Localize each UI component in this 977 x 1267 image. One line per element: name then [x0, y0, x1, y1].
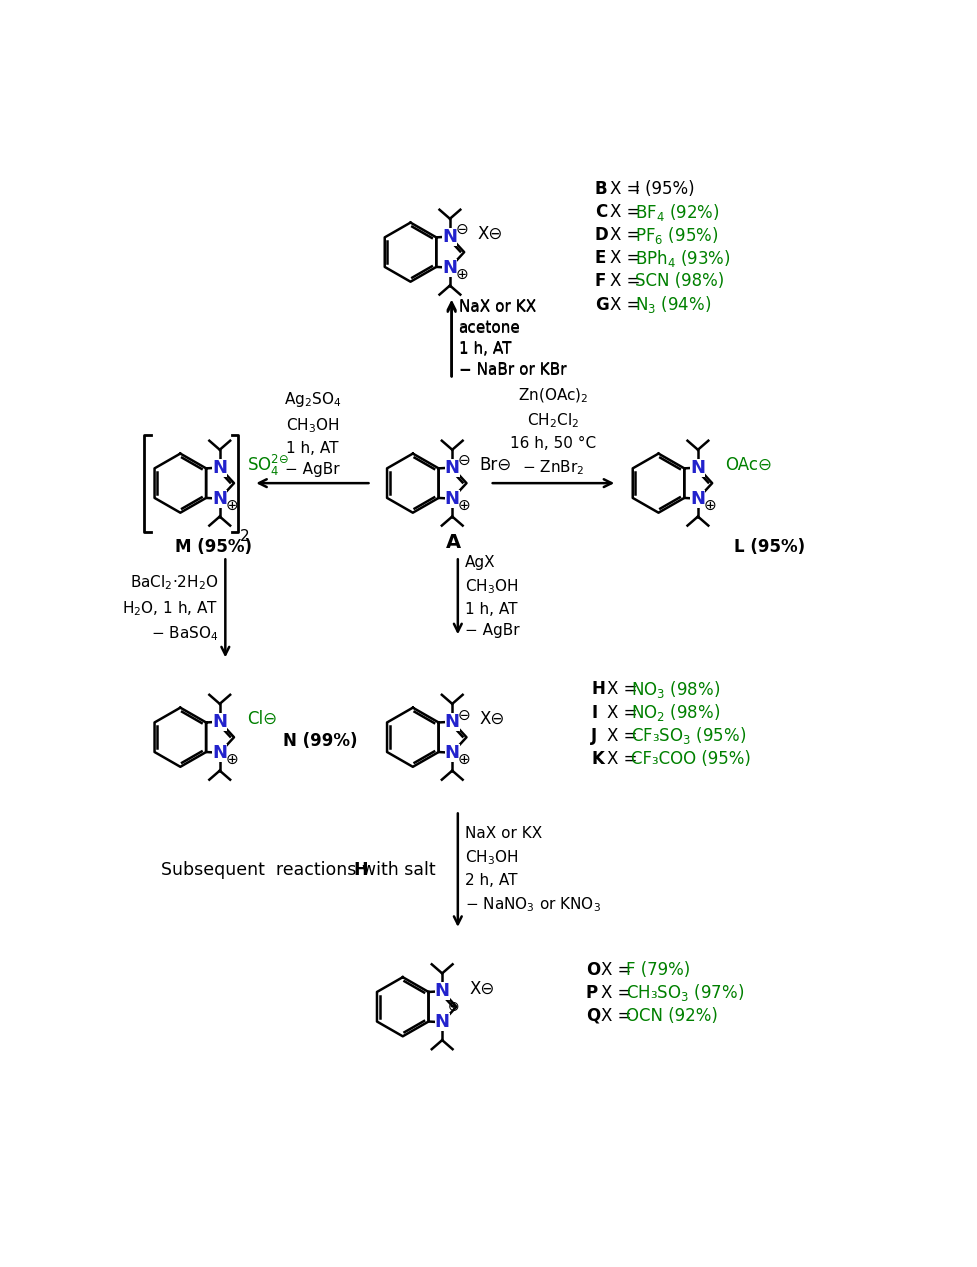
Text: ⊕: ⊕ [225, 498, 237, 513]
Text: H: H [353, 862, 367, 879]
Text: X⊖: X⊖ [469, 979, 494, 997]
Text: N: N [434, 1014, 449, 1031]
Text: X =: X = [610, 272, 646, 290]
Text: F: F [594, 272, 606, 290]
Text: J: J [590, 727, 597, 745]
Text: X⊖: X⊖ [479, 711, 504, 729]
Text: N: N [445, 713, 459, 731]
Text: N: N [212, 489, 227, 508]
Text: X⊖: X⊖ [477, 226, 502, 243]
Text: X =: X = [601, 1007, 636, 1025]
Text: ⊕: ⊕ [457, 753, 470, 767]
Text: N: N [212, 713, 227, 731]
Text: N: N [212, 744, 227, 761]
Text: NO$_{3}$ (98%): NO$_{3}$ (98%) [631, 679, 720, 699]
Text: BPh$_{4}$ (93%): BPh$_{4}$ (93%) [635, 248, 731, 269]
Text: SO$_4^{2⊖}$: SO$_4^{2⊖}$ [247, 452, 288, 478]
Text: Q: Q [585, 1007, 599, 1025]
Text: X =: X = [610, 250, 646, 267]
Text: X =: X = [601, 960, 636, 979]
Text: P: P [585, 984, 597, 1002]
Text: OCN (92%): OCN (92%) [625, 1007, 717, 1025]
Text: F (79%): F (79%) [625, 960, 690, 979]
Text: I (95%): I (95%) [635, 180, 695, 198]
Text: CF₃COO (95%): CF₃COO (95%) [631, 750, 750, 768]
Text: ⊕: ⊕ [455, 267, 468, 283]
Text: ⊕: ⊕ [457, 498, 470, 513]
Text: NaX or KX
acetone
1 h, AT
− NaBr or KBr: NaX or KX acetone 1 h, AT − NaBr or KBr [458, 300, 566, 378]
Text: X =: X = [606, 680, 642, 698]
Text: N (99%): N (99%) [283, 732, 358, 750]
Text: N: N [442, 228, 457, 246]
Text: L (95%): L (95%) [734, 538, 805, 556]
Text: NaX or KX
CH$_3$OH
2 h, AT
− NaNO$_3$ or KNO$_3$: NaX or KX CH$_3$OH 2 h, AT − NaNO$_3$ or… [464, 826, 600, 914]
Text: ⊕: ⊕ [225, 753, 237, 767]
Text: PF$_{6}$ (95%): PF$_{6}$ (95%) [635, 224, 718, 246]
Text: OAc⊖: OAc⊖ [725, 456, 771, 474]
Text: N: N [690, 489, 704, 508]
Text: O: O [585, 960, 599, 979]
Text: NO$_{2}$ (98%): NO$_{2}$ (98%) [631, 702, 720, 723]
Text: X =: X = [610, 295, 646, 313]
Text: X =: X = [610, 227, 646, 245]
Text: ⊕: ⊕ [447, 1000, 458, 1014]
Text: AgX
CH$_3$OH
1 h, AT
− AgBr: AgX CH$_3$OH 1 h, AT − AgBr [464, 555, 519, 639]
Text: I: I [590, 703, 597, 722]
Text: Subsequent  reactions with salt: Subsequent reactions with salt [161, 862, 441, 879]
Text: BF$_{4}$ (92%): BF$_{4}$ (92%) [635, 201, 719, 223]
Text: H: H [590, 680, 605, 698]
Text: Ag$_2$SO$_4$
CH$_3$OH
1 h, AT
− AgBr: Ag$_2$SO$_4$ CH$_3$OH 1 h, AT − AgBr [283, 390, 341, 476]
Text: X =: X = [610, 203, 646, 222]
Text: X =: X = [610, 180, 646, 198]
Text: K: K [590, 750, 604, 768]
Text: C: C [594, 203, 607, 222]
Text: B: B [594, 180, 607, 198]
Text: N: N [445, 459, 459, 476]
Text: Zn(OAc)$_2$
CH$_2$Cl$_2$
16 h, 50 °C
− ZnBr$_2$: Zn(OAc)$_2$ CH$_2$Cl$_2$ 16 h, 50 °C − Z… [510, 386, 596, 476]
Text: CH₃SO$_{3}$ (97%): CH₃SO$_{3}$ (97%) [625, 982, 743, 1003]
Text: G: G [594, 295, 608, 313]
Text: ⊖: ⊖ [457, 454, 470, 469]
Text: X =: X = [601, 984, 636, 1002]
Text: CF₃SO$_{3}$ (95%): CF₃SO$_{3}$ (95%) [631, 725, 746, 746]
Text: X =: X = [606, 750, 642, 768]
Text: Br⊖: Br⊖ [479, 456, 511, 474]
Text: A: A [446, 533, 461, 552]
Text: 2: 2 [239, 528, 249, 544]
Text: Cl⊖: Cl⊖ [247, 711, 276, 729]
Text: N$_{3}$ (94%): N$_{3}$ (94%) [635, 294, 711, 315]
Text: N: N [445, 489, 459, 508]
Text: N: N [690, 459, 704, 476]
Text: N: N [442, 258, 457, 276]
Text: ⊕: ⊕ [702, 498, 715, 513]
Text: E: E [594, 250, 606, 267]
Text: N: N [445, 744, 459, 761]
Text: N: N [212, 459, 227, 476]
Text: ⊖: ⊖ [457, 707, 470, 722]
Text: NaX or KX
acetone
1 h, AT
− NaBr or KBr: NaX or KX acetone 1 h, AT − NaBr or KBr [458, 299, 566, 378]
Text: D: D [594, 227, 608, 245]
Text: N: N [434, 982, 449, 1000]
Text: M (95%): M (95%) [175, 538, 252, 556]
Text: BaCl$_2·2$H$_2$O
H$_2$O, 1 h, AT
− BaSO$_4$: BaCl$_2·2$H$_2$O H$_2$O, 1 h, AT − BaSO$… [122, 573, 218, 644]
Text: X =: X = [606, 703, 642, 722]
Text: ⊖: ⊖ [455, 222, 468, 237]
Text: SCN (98%): SCN (98%) [635, 272, 724, 290]
Text: X =: X = [606, 727, 642, 745]
